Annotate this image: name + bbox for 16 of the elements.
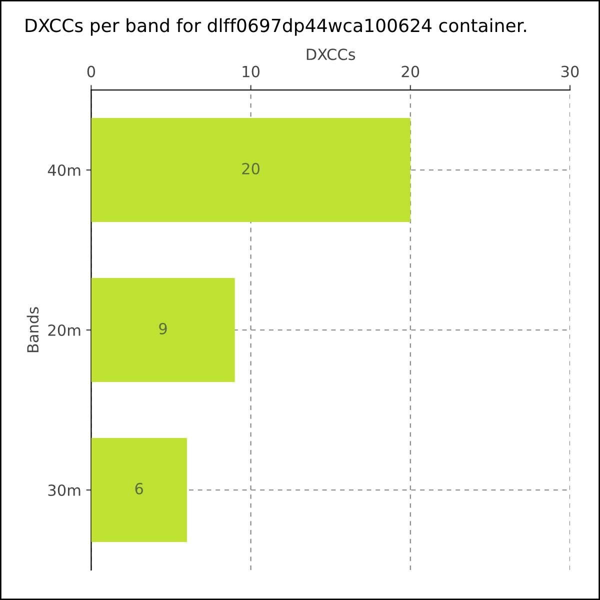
y-tick-label: 20m [48, 324, 80, 336]
x-tick-label: 0 [87, 66, 96, 78]
y-tick-label: 40m [48, 164, 80, 176]
x-tick-label: 20 [402, 66, 420, 78]
x-tick-label: 30 [561, 66, 579, 78]
bar [91, 118, 410, 222]
x-axis-title: DXCCs [306, 48, 356, 60]
data-label: 6 [135, 482, 143, 494]
data-label: 9 [159, 322, 167, 334]
x-tick-label: 10 [242, 66, 260, 78]
bar [91, 278, 235, 382]
chart-title: DXCCs per band for dlff0697dp44wca100624 container. [26, 18, 526, 36]
bar [91, 438, 187, 542]
data-label: 20 [242, 162, 260, 174]
y-axis-title: Bands [26, 307, 39, 352]
y-tick-label: 30m [48, 484, 80, 496]
